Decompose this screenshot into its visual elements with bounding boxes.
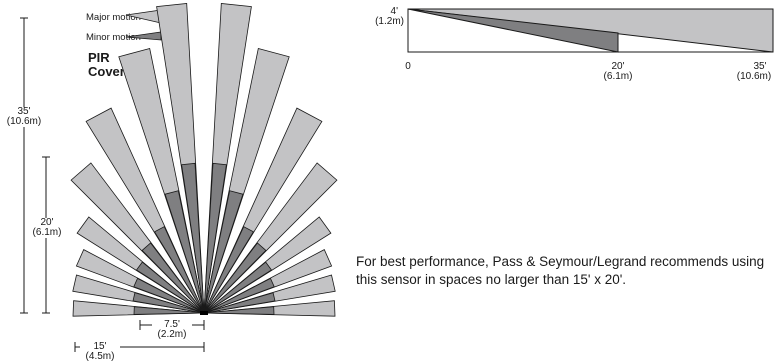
minor-motion-beam [203,162,227,314]
minor-motion-beam [203,292,276,314]
side-tick-35: 35' (10.6m) [736,61,772,82]
legend-minor-label: Minor motion [86,32,141,43]
width-label: 15' (4.5m) [80,342,120,362]
minor-motion-beam [132,292,205,314]
minor-motion-beam [154,226,205,314]
minor-motion-beam [203,190,244,314]
minor-motion-beam [133,277,205,314]
minor-motion-beam [181,162,205,314]
minor-motion-beam [203,277,275,314]
minor-motion-beam [133,306,205,315]
minor-motion-beam [135,261,205,314]
minor-motion-beam [203,306,275,315]
minor-motion-beam [203,242,267,314]
far-range-label: 35' (10.6m) [2,107,46,127]
minor-motion-beam [141,242,205,314]
half-width-label: 7.5' (2.2m) [152,320,192,340]
mid-range-label: 20' (6.1m) [28,218,66,238]
legend-major-label: Major motion [86,12,141,23]
title-line-1: PIR [88,50,110,65]
sensor-marker [200,311,208,315]
minor-motion-beam [203,226,254,314]
side-tick-20: 20' (6.1m) [603,61,633,82]
side-view-minor-zone [407,8,619,53]
recommendation-note: For best performance, Pass & Seymour/Leg… [356,254,765,287]
minor-motion-beam [164,190,205,314]
minor-motion-beam [203,261,273,314]
side-tick-0: 0 [405,61,411,72]
side-height-label: 4' (1.2m) [375,6,404,27]
